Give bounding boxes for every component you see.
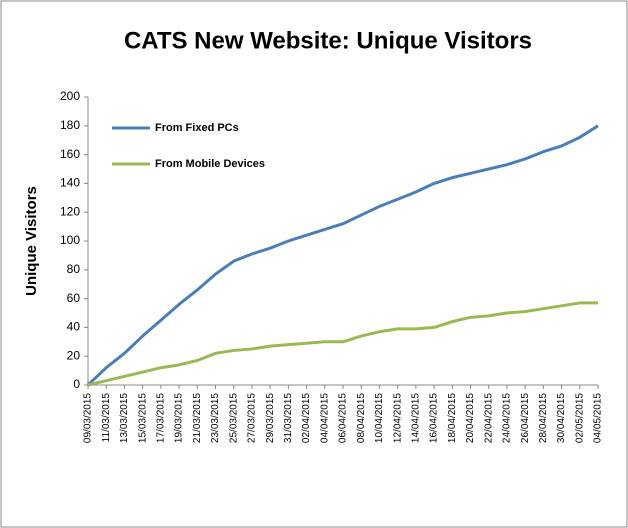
- y-tick-label: 80: [67, 262, 81, 276]
- y-tick-label: 0: [73, 377, 80, 391]
- x-tick-label: 22/04/2015: [483, 393, 494, 443]
- x-tick-label: 04/04/2015: [319, 393, 330, 443]
- y-tick-label: 200: [60, 89, 80, 103]
- x-tick-label: 30/04/2015: [556, 393, 567, 443]
- x-tick-label: 20/04/2015: [465, 393, 476, 443]
- x-tick-label: 26/04/2015: [520, 393, 531, 443]
- legend-label: From Fixed PCs: [155, 122, 239, 134]
- x-tick-label: 02/05/2015: [574, 393, 585, 443]
- x-tick-label: 23/03/2015: [210, 393, 221, 443]
- x-tick-label: 18/04/2015: [447, 393, 458, 443]
- x-tick-label: 17/03/2015: [155, 393, 166, 443]
- x-tick-label: 19/03/2015: [174, 393, 185, 443]
- y-tick-label: 180: [60, 118, 80, 132]
- x-tick-label: 25/03/2015: [228, 393, 239, 443]
- x-tick-label: 02/04/2015: [301, 393, 312, 443]
- x-tick-label: 12/04/2015: [392, 393, 403, 443]
- x-tick-label: 27/03/2015: [247, 393, 258, 443]
- x-tick-label: 24/04/2015: [502, 393, 513, 443]
- y-tick-label: 120: [60, 204, 80, 218]
- y-tick-label: 60: [67, 291, 81, 305]
- series-line: [86, 124, 599, 387]
- series-line: [87, 301, 598, 387]
- y-tick-label: 100: [60, 233, 80, 247]
- x-tick-label: 04/05/2015: [593, 393, 604, 443]
- x-tick-label: 21/03/2015: [192, 393, 203, 443]
- y-tick-label: 160: [60, 147, 80, 161]
- x-tick-label: 16/04/2015: [429, 393, 440, 443]
- y-tick-label: 140: [60, 176, 80, 190]
- x-tick-label: 10/04/2015: [374, 393, 385, 443]
- x-tick-label: 06/04/2015: [338, 393, 349, 443]
- x-tick-label: 15/03/2015: [137, 393, 148, 443]
- y-axis-label: Unique Visitors: [23, 186, 40, 296]
- legend-label: From Mobile Devices: [155, 158, 265, 170]
- x-tick-label: 29/03/2015: [265, 393, 276, 443]
- y-tick-label: 20: [67, 348, 81, 362]
- x-tick-label: 13/03/2015: [119, 393, 130, 443]
- x-tick-label: 09/03/2015: [83, 393, 94, 443]
- x-tick-label: 14/04/2015: [410, 393, 421, 443]
- x-tick-label: 28/04/2015: [538, 393, 549, 443]
- x-tick-label: 08/04/2015: [356, 393, 367, 443]
- chart-title: CATS New Website: Unique Visitors: [124, 27, 532, 54]
- y-tick-label: 40: [67, 320, 81, 334]
- x-tick-label: 31/03/2015: [283, 393, 294, 443]
- x-tick-label: 11/03/2015: [101, 393, 112, 443]
